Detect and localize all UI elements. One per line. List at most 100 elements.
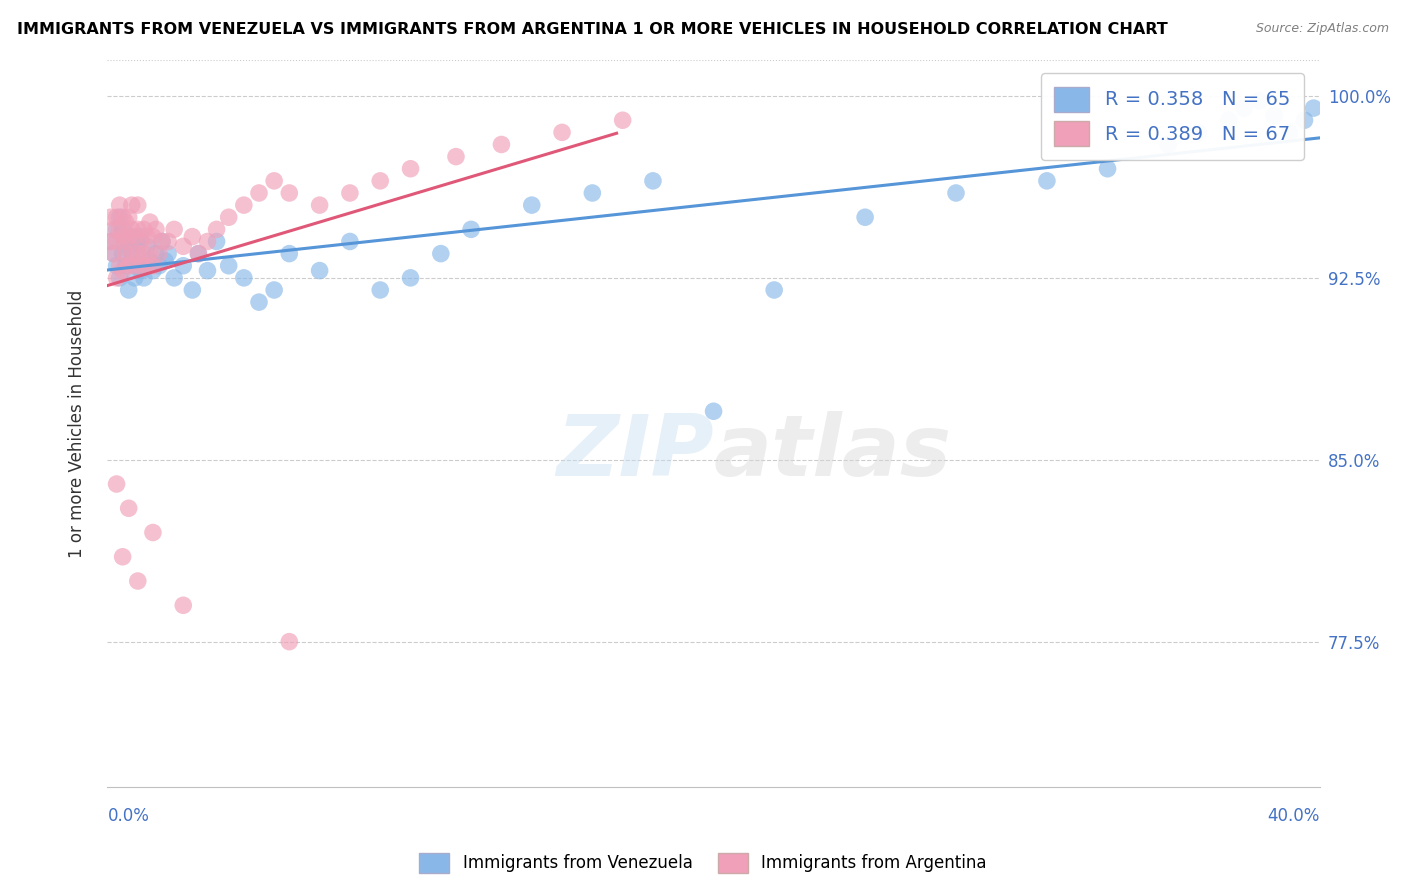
Point (127, 246, 149, 260)
Point (121, 246, 143, 260)
Point (118, 211, 141, 225)
Point (763, 283, 786, 297)
Text: Source: ZipAtlas.com: Source: ZipAtlas.com (1256, 22, 1389, 36)
Legend: R = 0.358   N = 65, R = 0.389   N = 67: R = 0.358 N = 65, R = 0.389 N = 67 (1040, 73, 1303, 160)
Point (581, 186, 603, 200)
Point (278, 634, 301, 648)
Point (111, 246, 134, 260)
Point (153, 253, 176, 268)
Point (121, 229, 143, 244)
Point (181, 229, 204, 244)
Point (232, 271, 254, 285)
Point (108, 211, 131, 225)
Point (181, 283, 204, 297)
Point (129, 259, 152, 273)
Point (127, 246, 149, 260)
Point (263, 174, 285, 188)
Point (247, 186, 270, 200)
Point (129, 229, 152, 244)
Point (139, 215, 162, 229)
Point (139, 253, 162, 268)
Point (124, 229, 146, 244)
Point (132, 259, 155, 273)
Point (111, 263, 134, 277)
Point (114, 235, 136, 249)
Point (232, 198, 254, 212)
Point (114, 215, 136, 229)
Point (278, 246, 301, 260)
Point (172, 259, 194, 273)
Point (118, 259, 141, 273)
Point (129, 235, 152, 249)
Point (263, 283, 285, 297)
Point (399, 271, 422, 285)
Point (103, 246, 125, 260)
Point (163, 271, 186, 285)
Point (157, 235, 180, 249)
Point (491, 137, 513, 152)
Point (129, 263, 152, 277)
Point (103, 222, 125, 236)
Point (132, 222, 155, 236)
Point (124, 259, 146, 273)
Point (339, 235, 361, 249)
Point (339, 186, 361, 200)
Point (430, 246, 453, 260)
Point (551, 125, 574, 139)
Point (368, 174, 391, 188)
Point (135, 239, 157, 253)
Point (247, 295, 270, 310)
Text: 0.0%: 0.0% (107, 806, 149, 824)
Point (142, 525, 165, 540)
Point (1157, 137, 1180, 152)
Point (399, 161, 422, 176)
Point (172, 239, 194, 253)
Point (187, 246, 209, 260)
Legend: Immigrants from Venezuela, Immigrants from Argentina: Immigrants from Venezuela, Immigrants fr… (413, 847, 993, 880)
Point (703, 404, 725, 418)
Text: 1 or more Vehicles in Household: 1 or more Vehicles in Household (67, 289, 86, 558)
Point (127, 198, 149, 212)
Point (150, 235, 173, 249)
Text: atlas: atlas (714, 411, 952, 494)
Point (1302, 101, 1324, 115)
Point (205, 235, 228, 249)
Point (853, 211, 876, 225)
Point (121, 246, 143, 260)
Point (145, 222, 167, 236)
Point (197, 263, 219, 277)
Point (612, 113, 634, 128)
Point (118, 239, 141, 253)
Text: 40.0%: 40.0% (1267, 806, 1320, 824)
Point (118, 229, 141, 244)
Point (460, 222, 482, 236)
Point (142, 229, 165, 244)
Point (444, 150, 467, 164)
Point (1263, 108, 1285, 122)
Point (135, 259, 157, 273)
Point (1036, 174, 1059, 188)
Point (157, 246, 180, 260)
Point (218, 211, 240, 225)
Point (111, 222, 134, 236)
Point (127, 222, 149, 236)
Point (135, 229, 157, 244)
Point (1187, 125, 1209, 139)
Point (121, 198, 143, 212)
Point (127, 574, 149, 588)
Point (1247, 94, 1270, 108)
Point (127, 235, 149, 249)
Point (100, 235, 122, 249)
Point (150, 235, 173, 249)
Point (108, 271, 131, 285)
Point (105, 222, 128, 236)
Point (308, 198, 330, 212)
Point (205, 222, 228, 236)
Point (105, 271, 128, 285)
Text: ZIP: ZIP (555, 411, 714, 494)
Point (111, 211, 134, 225)
Point (100, 235, 122, 249)
Point (103, 246, 125, 260)
Point (1294, 113, 1316, 128)
Point (139, 246, 162, 260)
